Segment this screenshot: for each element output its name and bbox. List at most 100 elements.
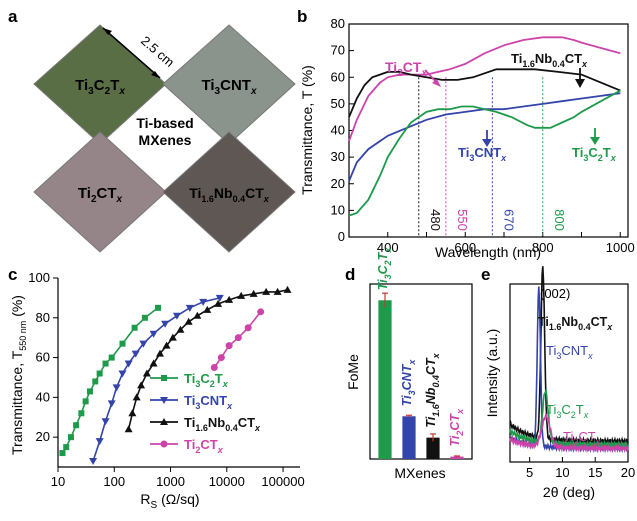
data-point-ti3cntx bbox=[101, 418, 110, 426]
data-point-ti16nb04ctx bbox=[283, 285, 292, 293]
y-axis-label-d: FoMe bbox=[345, 354, 361, 390]
peak-label-ti3c2tx: Ti3C2Tx bbox=[546, 402, 589, 420]
panel-label-a: a bbox=[8, 7, 18, 26]
sample-photo-ti16nb04ctx bbox=[162, 131, 296, 253]
y-axis-label-c: Transmittance, T550 nm (%) bbox=[9, 295, 28, 455]
peak-annotation: (002) bbox=[540, 286, 570, 301]
y-tick-label-c: 80 bbox=[36, 310, 50, 325]
legend-marker-ti3c2tx bbox=[161, 375, 167, 381]
data-point-ti3cntx bbox=[139, 340, 148, 348]
xrd-pattern-ti3cntx bbox=[509, 286, 629, 454]
data-point-ti3cntx bbox=[161, 320, 170, 328]
panel-d: Ti3C2Tx Ti3CNTx Ti1.6Nb0.4CTx Ti2CTx FoMe M… bbox=[345, 247, 473, 481]
data-point-ti2ctx bbox=[210, 364, 218, 372]
data-point-ti16nb04ctx bbox=[142, 369, 151, 377]
wavelength-label-670: 670 bbox=[501, 209, 516, 231]
data-point-ti3c2tx bbox=[119, 340, 126, 347]
y-axis-label-b: Transmittance, T (%) bbox=[299, 65, 315, 195]
data-point-ti3c2tx bbox=[131, 324, 138, 331]
curve-label-ti2ctx: Ti2CTx bbox=[385, 59, 427, 79]
data-point-ti16nb04ctx bbox=[168, 333, 177, 341]
data-point-ti2ctx bbox=[217, 354, 225, 362]
sample-photo-ti2ctx bbox=[33, 131, 167, 253]
legend-label-ti16nb04ctx: Ti1.6Nb0.4CTx bbox=[184, 415, 261, 433]
data-point-ti3c2tx bbox=[96, 370, 103, 377]
data-point-ti16nb04ctx bbox=[137, 381, 146, 389]
data-point-ti3c2tx bbox=[63, 444, 70, 451]
data-point-ti3cntx bbox=[131, 350, 140, 358]
data-point-ti3cntx bbox=[124, 360, 133, 368]
x-tick-label-c: 10000 bbox=[209, 474, 245, 489]
data-point-ti16nb04ctx bbox=[193, 311, 202, 319]
bar-label-ti3c2tx: Ti3C2Tx bbox=[376, 247, 393, 291]
xrd-pattern-ti2ctx bbox=[509, 413, 629, 454]
data-point-ti16nb04ctx bbox=[273, 287, 282, 295]
data-point-ti3cntx bbox=[215, 294, 224, 302]
y-tick-label-b: 50 bbox=[331, 96, 345, 111]
center-label-line1: Ti-based bbox=[136, 115, 193, 131]
panel-label-b: b bbox=[297, 7, 307, 26]
data-point-ti16nb04ctx bbox=[156, 349, 165, 357]
bar-ti3c2tx bbox=[378, 300, 392, 459]
panel-e: 5 10 15 20 2θ (deg) Intensity (a.u.) (002) … bbox=[484, 266, 635, 500]
data-point-ti16nb04ctx bbox=[225, 295, 234, 303]
x-tick-label-e: 5 bbox=[526, 465, 533, 480]
peak-label-ti3cntx: Ti3CNTx bbox=[546, 343, 593, 361]
x-axis-label-d: MXenes bbox=[394, 465, 445, 481]
data-point-ti3cntx bbox=[112, 384, 121, 392]
x-tick-label-c: 100000 bbox=[261, 474, 304, 489]
data-point-ti2ctx bbox=[257, 308, 265, 316]
plot-frame-d bbox=[369, 283, 473, 460]
dimension-arrow bbox=[102, 27, 161, 79]
y-tick-label-b: 60 bbox=[331, 69, 345, 84]
data-point-ti3c2tx bbox=[78, 410, 85, 417]
legend-marker-ti16nb04ctx bbox=[160, 418, 168, 425]
panel-a: 2.5 cm Ti-based MXenes Ti3C2Tx Ti3CNTx T… bbox=[33, 24, 296, 253]
center-label-line2: MXenes bbox=[139, 132, 192, 148]
data-point-ti3cntx bbox=[95, 438, 104, 446]
curve-label-ti3c2tx: Ti3C2Tx bbox=[572, 145, 617, 163]
panel-label-c: c bbox=[8, 265, 17, 284]
y-tick-label-b: 80 bbox=[331, 16, 345, 31]
legend-label-ti2ctx: Ti2CTx bbox=[184, 437, 224, 455]
y-tick-label-c: 60 bbox=[36, 350, 50, 365]
data-point-ti2ctx bbox=[225, 342, 233, 350]
y-tick-label-b: 30 bbox=[331, 149, 345, 164]
y-axis-label-e: Intensity (a.u.) bbox=[484, 329, 500, 418]
data-point-ti16nb04ctx bbox=[184, 317, 193, 325]
bar-ti3cntx bbox=[402, 416, 416, 459]
data-point-ti3cntx bbox=[199, 298, 208, 306]
legend-label-ti3cntx: Ti3CNTx bbox=[184, 393, 233, 411]
data-point-ti16nb04ctx bbox=[262, 287, 271, 295]
data-point-ti16nb04ctx bbox=[162, 341, 171, 349]
x-tick-label-c: 1000 bbox=[156, 474, 185, 489]
legend-marker-ti3cntx bbox=[160, 397, 168, 404]
y-tick-label-b: 0 bbox=[338, 229, 345, 244]
wavelength-label-480: 480 bbox=[428, 209, 443, 231]
data-point-ti16nb04ctx bbox=[124, 425, 133, 433]
x-tick-label-b: 600 bbox=[454, 240, 476, 255]
series-line-ti3cntx bbox=[348, 92, 621, 182]
peak-label-ti16nb04ctx: Ti1.6Nb0.4CTx bbox=[538, 315, 613, 332]
data-point-ti2ctx bbox=[234, 334, 242, 342]
dimension-arrowhead-start bbox=[103, 28, 112, 35]
x-tick-label-b: 1000 bbox=[606, 240, 635, 255]
curve-label-ti3cntx: Ti3CNTx bbox=[458, 145, 507, 163]
data-point-ti16nb04ctx bbox=[214, 299, 223, 307]
curve-label-ti16nb04ctx: Ti1.6Nb0.4CTx bbox=[511, 51, 588, 69]
data-point-ti3cntx bbox=[118, 370, 127, 378]
data-point-ti3cntx bbox=[149, 330, 158, 338]
x-tick-label-b: 800 bbox=[532, 240, 554, 255]
data-point-ti16nb04ctx bbox=[132, 393, 141, 401]
data-point-ti16nb04ctx bbox=[203, 305, 212, 313]
y-tick-label-b: 10 bbox=[331, 202, 345, 217]
data-point-ti3c2tx bbox=[102, 360, 109, 367]
y-tick-label-c: 40 bbox=[36, 389, 50, 404]
data-point-ti3c2tx bbox=[82, 398, 89, 405]
x-tick-label-c: 10 bbox=[51, 474, 65, 489]
panel-b: 400 600 800 1000 0 10 20 30 40 50 60 70 80 480 550 670… bbox=[299, 16, 635, 260]
y-tick-label-b: 40 bbox=[331, 123, 345, 138]
legend-label-ti3c2tx: Ti3C2Tx bbox=[184, 371, 229, 389]
y-tick-label-b: 20 bbox=[331, 176, 345, 191]
